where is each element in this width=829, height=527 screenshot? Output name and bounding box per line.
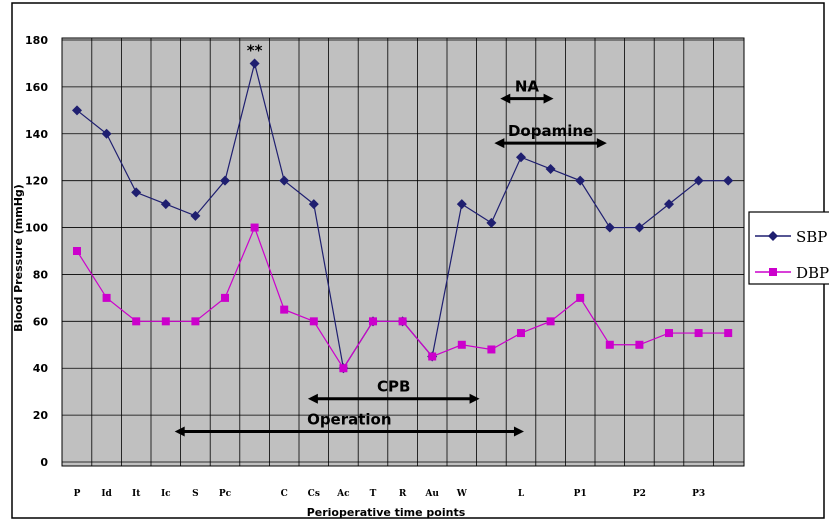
data-point-dbp — [724, 329, 733, 338]
data-point-sbp — [220, 175, 230, 186]
data-point-sbp — [693, 175, 704, 186]
data-point-dbp — [635, 340, 644, 349]
x-tick-label: R — [399, 489, 407, 499]
data-point-dbp — [221, 293, 229, 302]
x-tick-label: Id — [101, 489, 112, 499]
y-tick-label: 40 — [33, 362, 49, 375]
annotation-arrowhead-right — [469, 393, 480, 404]
legend-marker-sbp — [768, 231, 778, 241]
data-point-dbp — [694, 329, 703, 338]
plot-area — [61, 37, 745, 467]
x-tick-label: Cs — [308, 489, 320, 499]
x-tick-label: P — [74, 489, 81, 499]
x-tick-label: Ac — [336, 489, 350, 499]
data-point-dbp — [605, 340, 614, 349]
data-point-sbp — [279, 175, 290, 186]
x-tick-label: T — [370, 489, 377, 499]
series-lines — [72, 58, 734, 374]
data-point-sbp — [160, 199, 171, 210]
data-point-dbp — [487, 345, 496, 354]
data-point-sbp — [486, 217, 497, 228]
data-point-dbp — [280, 305, 289, 314]
data-point-sbp — [190, 210, 201, 221]
x-tick-label: L — [518, 489, 525, 499]
data-point-sbp — [101, 128, 112, 139]
data-point-dbp — [398, 317, 407, 326]
data-point-sbp — [575, 175, 586, 186]
x-tick-label: Pc — [219, 489, 232, 499]
data-point-dbp — [665, 329, 673, 338]
y-axis-title: Blood Pressure (mmHg) — [12, 184, 25, 332]
x-tick-label: Au — [424, 489, 439, 499]
data-point-dbp — [161, 317, 170, 326]
data-point-dbp — [428, 352, 437, 361]
annotation-arrowhead-right — [596, 138, 607, 149]
y-tick-label: 100 — [25, 222, 48, 235]
data-point-sbp — [249, 58, 260, 69]
x-tick-label: It — [132, 489, 141, 499]
data-point-dbp — [309, 317, 318, 326]
data-point-dbp — [517, 329, 525, 338]
x-tick-label: C — [281, 489, 288, 499]
data-point-sbp — [604, 222, 615, 233]
x-tick-label: P3 — [692, 489, 705, 499]
data-point-dbp — [73, 247, 81, 255]
x-tick-labels: P Id It Ic S Pc C Cs Ac T R Au W L P1 P2 P3 — [74, 489, 706, 499]
data-point-dbp — [576, 293, 585, 302]
annotation-arrowhead-right — [513, 426, 524, 437]
data-point-sbp — [634, 222, 645, 233]
data-point-dbp — [102, 293, 111, 302]
data-point-dbp — [369, 317, 377, 326]
data-point-dbp — [457, 340, 466, 349]
annotation-label: CPB — [377, 378, 410, 396]
data-point-sbp — [131, 187, 142, 198]
x-tick-label: P1 — [574, 489, 587, 499]
data-point-dbp — [339, 364, 348, 373]
y-tick-label: 140 — [25, 128, 48, 141]
data-point-dbp — [132, 317, 141, 326]
x-axis-title: Perioperative time points — [307, 506, 466, 519]
legend-label-dbp: DBP — [796, 264, 829, 282]
y-tick-label: 180 — [25, 34, 48, 47]
data-point-sbp — [545, 163, 556, 174]
annotation-label: Operation — [307, 411, 391, 429]
annotation-arrowhead-left — [307, 393, 318, 404]
data-point-dbp — [546, 317, 555, 326]
annotation-label: Dopamine — [508, 122, 593, 140]
legend-label-sbp: SBP — [796, 228, 827, 246]
y-tick-label: 80 — [33, 268, 49, 281]
legend: SBP DBP — [748, 211, 829, 285]
legend-marker-dbp — [769, 268, 777, 276]
data-point-sbp — [72, 105, 82, 116]
data-point-sbp — [456, 199, 467, 210]
x-tick-label: W — [456, 489, 468, 499]
x-tick-label: P2 — [633, 489, 646, 499]
data-point-dbp — [191, 317, 200, 326]
annotation-arrowhead-left — [500, 93, 511, 104]
y-tick-label: 120 — [25, 175, 48, 188]
data-point-dbp — [250, 223, 259, 232]
data-point-sbp — [664, 199, 674, 210]
x-tick-label: Ic — [161, 489, 171, 499]
annotation-label: NA — [515, 78, 540, 96]
annotations: ** NA Dopamine CPB Operation — [174, 41, 607, 437]
annotation-arrowhead-left — [494, 138, 505, 149]
y-tick-label: 160 — [25, 81, 48, 94]
data-point-sbp — [516, 152, 526, 163]
data-point-sbp — [308, 199, 319, 210]
annotation-arrowhead-right — [543, 93, 554, 104]
y-tick-label: 60 — [33, 315, 49, 328]
data-point-sbp — [723, 175, 734, 186]
y-tick-label: 0 — [40, 456, 48, 469]
x-tick-label: S — [192, 489, 199, 499]
y-tick-labels: 0 20 40 60 80 100 120 140 160 180 — [25, 34, 48, 469]
annotation-significance: ** — [247, 41, 263, 59]
y-tick-label: 20 — [33, 409, 49, 422]
annotation-arrowhead-left — [174, 426, 185, 437]
